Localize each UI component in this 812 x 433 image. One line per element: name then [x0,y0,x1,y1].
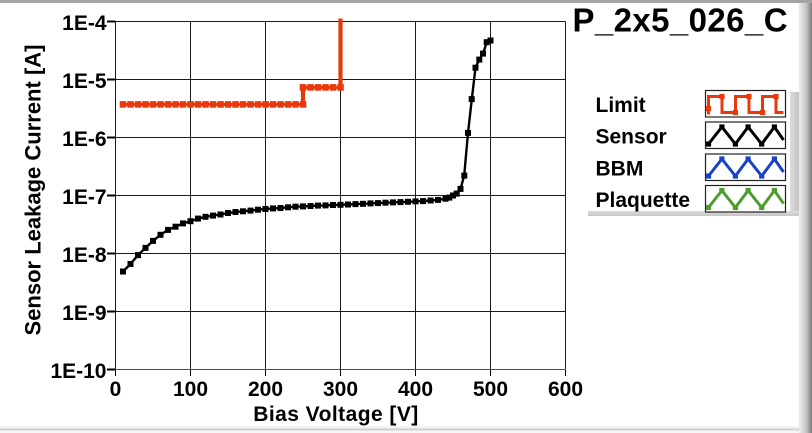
svg-text:Sensor: Sensor [596,125,667,148]
svg-text:P_2x5_026_C: P_2x5_026_C [573,2,788,39]
svg-text:300: 300 [323,378,358,401]
svg-text:Sensor Leakage Current [A]: Sensor Leakage Current [A] [21,45,46,336]
svg-text:1E-9: 1E-9 [62,302,106,325]
svg-text:1E-5: 1E-5 [62,70,107,93]
svg-text:1E-10: 1E-10 [50,360,106,383]
svg-text:600: 600 [548,378,583,401]
svg-text:0: 0 [110,378,122,401]
svg-text:BBM: BBM [596,157,644,180]
svg-text:100: 100 [173,378,208,401]
svg-text:1E-7: 1E-7 [62,186,106,209]
svg-text:200: 200 [248,378,283,401]
svg-text:Bias Voltage [V]: Bias Voltage [V] [253,403,419,426]
svg-text:500: 500 [473,378,508,401]
svg-text:1E-8: 1E-8 [62,244,107,267]
svg-text:Plaquette: Plaquette [596,189,691,212]
svg-text:400: 400 [398,378,433,401]
svg-text:Limit: Limit [596,94,646,117]
svg-text:1E-6: 1E-6 [62,128,106,151]
svg-text:1E-4: 1E-4 [62,12,107,35]
